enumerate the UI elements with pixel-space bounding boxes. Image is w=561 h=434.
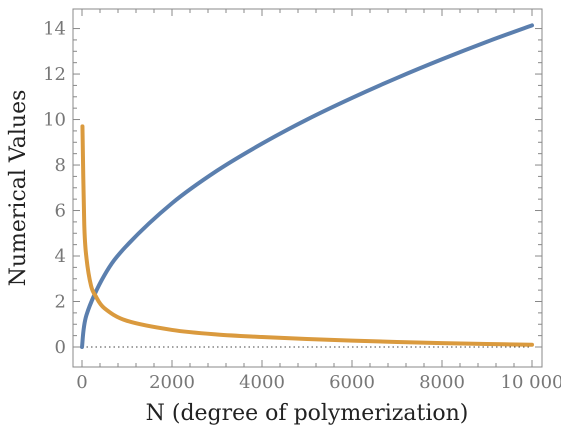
y-axis-title: Numerical Values: [6, 90, 31, 287]
x-tick-label: 0: [76, 372, 87, 393]
x-tick-label: 2000: [149, 372, 195, 393]
series-line-1: [80, 23, 534, 349]
y-tick-label: 14: [43, 19, 66, 40]
y-tick-label: 12: [43, 64, 66, 85]
series-layer: [80, 23, 534, 349]
x-tick-label: 6000: [329, 372, 375, 393]
y-tick-label: 0: [55, 337, 66, 358]
x-axis-title: N (degree of polymerization): [146, 401, 469, 426]
plot-frame: [72, 8, 543, 368]
x-tick-label: 4000: [239, 372, 285, 393]
y-tick-label: 8: [55, 155, 66, 176]
x-tick-label: 10 000: [501, 372, 561, 393]
y-tick-label: 4: [55, 246, 66, 267]
axis-ticks: [73, 9, 542, 367]
y-tick-label: 6: [55, 201, 66, 222]
series-line-2: [80, 124, 534, 347]
x-tick-labels: 0 2000 4000 6000 8000 10 000: [76, 372, 561, 393]
y-tick-label: 2: [55, 292, 66, 313]
y-tick-labels: 0 2 4 6 8 10 12 14: [43, 19, 66, 358]
x-tick-label: 8000: [419, 372, 465, 393]
y-tick-label: 10: [43, 110, 66, 131]
